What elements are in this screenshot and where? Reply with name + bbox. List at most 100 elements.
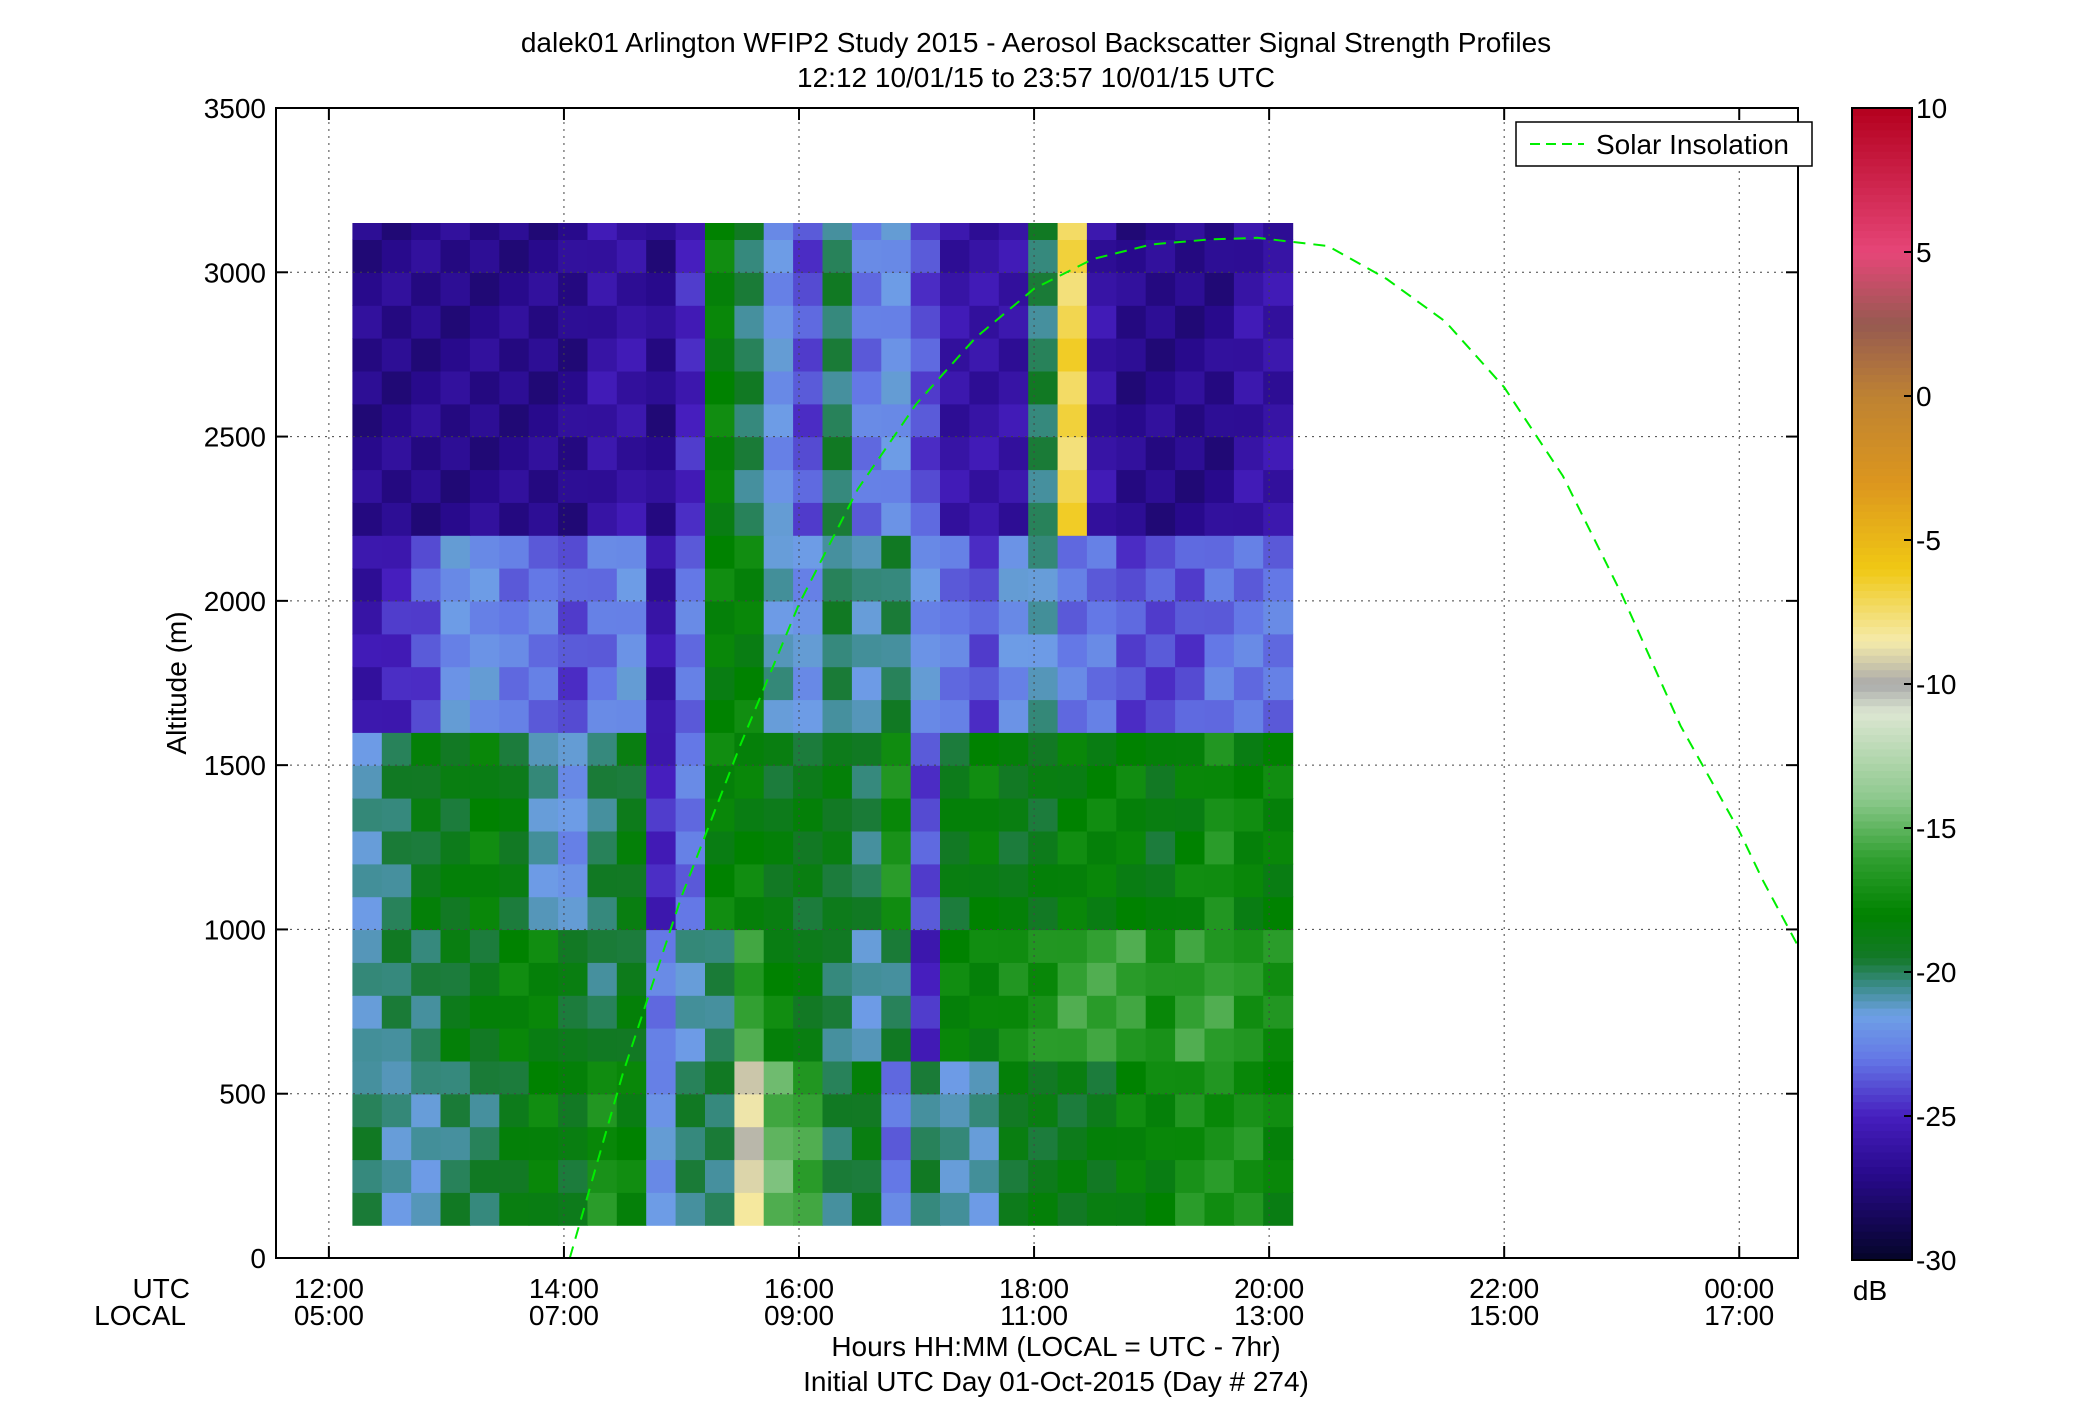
heatmap-cell — [1233, 370, 1264, 405]
colorbar-strip — [1852, 568, 1912, 577]
heatmap-cell — [1204, 305, 1235, 339]
heatmap-cell — [705, 699, 735, 733]
heatmap-cell — [381, 305, 412, 339]
heatmap-cell — [646, 568, 677, 602]
heatmap-cell — [910, 929, 941, 963]
heatmap-cell — [499, 469, 530, 503]
heatmap-cell — [675, 666, 706, 701]
heatmap-cell — [469, 469, 500, 503]
heatmap-cell — [1175, 305, 1206, 339]
heatmap-cell — [940, 896, 970, 931]
heatmap-cell — [969, 863, 1000, 898]
heatmap-cell — [469, 798, 500, 832]
colorbar-strip — [1852, 792, 1912, 800]
heatmap-cell — [1028, 436, 1059, 471]
colorbar-strip — [1852, 943, 1912, 951]
heatmap-cell — [910, 239, 941, 273]
heatmap-cell — [705, 1093, 735, 1128]
colorbar-strip — [1852, 1123, 1912, 1131]
heatmap-cell — [1145, 436, 1176, 471]
heatmap-cell — [675, 502, 706, 536]
heatmap-cell — [1175, 699, 1206, 733]
heatmap-cell — [1175, 403, 1206, 438]
heatmap-cell — [763, 896, 794, 931]
heatmap-cell — [440, 502, 471, 536]
heatmap-cell — [1057, 666, 1088, 701]
heatmap-cell — [822, 1093, 853, 1128]
heatmap-cell — [763, 568, 794, 602]
heatmap-cell — [998, 1192, 1029, 1226]
colorbar-strip — [1852, 734, 1912, 743]
heatmap-cell — [411, 1126, 442, 1161]
heatmap-cell — [1233, 600, 1264, 635]
colorbar-strip — [1852, 1202, 1912, 1211]
heatmap-cell — [705, 223, 735, 240]
heatmap-cell — [1233, 1028, 1264, 1062]
heatmap-cell — [440, 798, 471, 832]
heatmap-cell — [705, 896, 735, 931]
heatmap-cell — [910, 469, 941, 503]
heatmap-cell — [675, 633, 706, 668]
heatmap-cell — [851, 830, 882, 865]
heatmap-cell — [1057, 403, 1088, 438]
heatmap-cell — [940, 502, 970, 536]
heatmap-cell — [1028, 929, 1059, 963]
colorbar-strip — [1852, 1245, 1912, 1254]
heatmap-cell — [352, 633, 383, 668]
colorbar-gradient — [1852, 108, 1912, 1261]
heatmap-cell — [910, 633, 941, 668]
heatmap-cell — [763, 995, 794, 1029]
heatmap-cell — [910, 272, 941, 306]
heatmap-cell — [705, 962, 735, 996]
heatmap-cell — [587, 338, 618, 372]
colorbar-strip — [1852, 1058, 1912, 1067]
heatmap-cell — [528, 765, 559, 799]
heatmap-cell — [969, 1159, 1000, 1193]
heatmap-cell — [763, 223, 794, 240]
heatmap-cell — [411, 1093, 442, 1128]
heatmap-cell — [998, 1028, 1029, 1062]
heatmap-cell — [1145, 1126, 1176, 1161]
heatmap-cell — [646, 1060, 677, 1095]
heatmap-cell — [822, 863, 853, 898]
colorbar-strip — [1852, 604, 1912, 613]
colorbar-strip — [1852, 612, 1912, 620]
heatmap-cell — [822, 699, 853, 733]
heatmap-cell — [1145, 765, 1176, 799]
heatmap-cell — [1057, 1192, 1088, 1226]
x-tick-label-utc: 00:00 — [1704, 1273, 1774, 1304]
heatmap-cell — [558, 962, 589, 996]
heatmap-cell — [1086, 568, 1117, 602]
heatmap-cell — [998, 403, 1029, 438]
heatmap-cell — [499, 239, 530, 273]
heatmap-cell — [675, 1093, 706, 1128]
colorbar-strip — [1852, 547, 1912, 555]
legend-label-solar-insolation: Solar Insolation — [1596, 129, 1789, 160]
colorbar-strip — [1852, 496, 1912, 505]
heatmap-cell — [1057, 962, 1088, 996]
heatmap-cell — [1086, 1126, 1117, 1161]
heatmap-cell — [822, 1028, 853, 1062]
x-axis-row-label-utc: UTC — [132, 1273, 190, 1304]
heatmap-cell — [1028, 995, 1059, 1029]
heatmap-cell — [910, 370, 941, 405]
colorbar-strip — [1852, 856, 1912, 865]
heatmap-cell — [1233, 1192, 1264, 1226]
heatmap-cell — [1175, 223, 1206, 240]
colorbar-strip — [1852, 1036, 1912, 1045]
heatmap-cell — [910, 338, 941, 372]
heatmap-cell — [763, 765, 794, 799]
heatmap-cell — [940, 535, 970, 569]
colorbar-strip — [1852, 540, 1912, 548]
heatmap-cell — [469, 732, 500, 766]
heatmap-cell — [998, 502, 1029, 536]
heatmap-cell — [1057, 568, 1088, 602]
heatmap-cell — [352, 896, 383, 931]
x-tick-label-utc: 20:00 — [1234, 1273, 1304, 1304]
heatmap-cell — [998, 995, 1029, 1029]
heatmap-cell — [940, 1060, 970, 1095]
colorbar-strip — [1852, 928, 1912, 937]
colorbar-strip — [1852, 136, 1912, 145]
heatmap-cell — [1057, 765, 1088, 799]
